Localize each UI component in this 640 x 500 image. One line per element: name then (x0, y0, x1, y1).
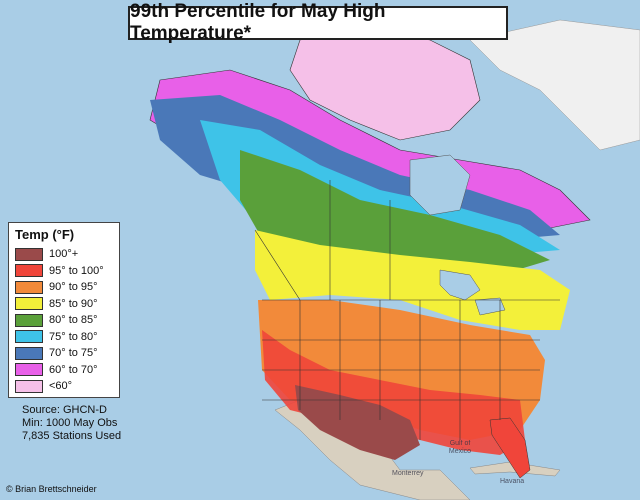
legend-swatch (15, 247, 43, 261)
legend-item: 80° to 85° (15, 312, 113, 329)
band-100-plus (295, 385, 420, 460)
legend-item: 70° to 75° (15, 345, 113, 362)
legend-swatch (15, 346, 43, 360)
source-line: Source: GHCN-D (22, 404, 107, 416)
legend-item: 85° to 90° (15, 296, 113, 313)
legend-label: 100°+ (49, 248, 79, 261)
legend-label: 75° to 80° (49, 330, 98, 343)
legend-label: <60° (49, 380, 73, 393)
legend-label: 70° to 75° (49, 347, 98, 360)
band-95-100 (262, 330, 525, 455)
legend-item: 100°+ (15, 246, 113, 263)
border-lines (254, 180, 560, 440)
min-obs-line: Min: 1000 May Obs (22, 417, 118, 429)
legend-title: Temp (°F) (15, 227, 75, 242)
legend-label: 60° to 70° (49, 363, 98, 376)
legend-swatch (15, 280, 43, 294)
legend-swatch (15, 330, 43, 344)
legend-label: 80° to 85° (49, 314, 98, 327)
legend-swatch (15, 313, 43, 327)
hudson-bay (409, 154, 471, 216)
label-monterrey: Monterrey (392, 470, 424, 477)
legend-swatch (15, 363, 43, 377)
stations-line: 7,835 Stations Used (22, 430, 122, 442)
source-note: Source: GHCN-D Min: 1000 May Obs 7,835 S… (22, 404, 121, 443)
legend-swatch (15, 297, 43, 311)
legend-item: 60° to 70° (15, 362, 113, 379)
author-credit: © Brian Brettschneider (6, 484, 97, 494)
legend-item: 95° to 100° (15, 263, 113, 280)
legend-swatch (15, 264, 43, 278)
florida (489, 417, 531, 479)
band-80-85 (240, 150, 550, 275)
legend-item: <60° (15, 378, 113, 395)
greenland (469, 19, 640, 151)
legend: Temp (°F) 100°+ 95° to 100° 90° to 95° 8… (8, 222, 120, 398)
label-havana: Havana (500, 478, 525, 485)
legend-label: 95° to 100° (49, 264, 104, 277)
map-title: 99th Percentile for May High Temperature… (128, 1, 508, 44)
label-gulf: Gulf of Mexico (448, 440, 472, 455)
legend-label: 85° to 90° (49, 297, 98, 310)
legend-item: 75° to 80° (15, 329, 113, 346)
legend-item: 90° to 95° (15, 279, 113, 296)
legend-swatch (15, 379, 43, 393)
legend-label: 90° to 95° (49, 281, 98, 294)
